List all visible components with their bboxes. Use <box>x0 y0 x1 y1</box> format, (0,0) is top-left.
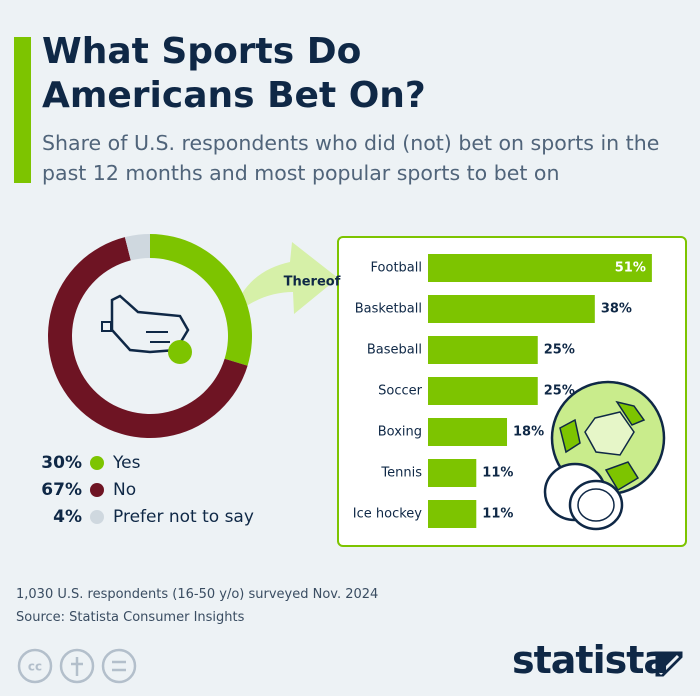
hand-icon <box>146 331 170 343</box>
hand-icon <box>110 294 190 354</box>
chip-icon <box>577 488 615 522</box>
donut-slice <box>150 234 252 366</box>
title: What Sports Do Americans Bet On? <box>42 31 426 116</box>
coin-icon <box>168 340 192 364</box>
cc-icon: cc <box>28 660 42 674</box>
category-label: Football <box>371 261 422 276</box>
legend-value: 67% <box>41 480 82 500</box>
bar <box>428 377 538 405</box>
legend-label: No <box>113 480 136 500</box>
category-label: Baseball <box>367 343 422 358</box>
bar <box>428 254 652 282</box>
value-label: 11% <box>482 466 513 481</box>
category-label: Tennis <box>380 466 422 481</box>
brand-logo <box>652 648 686 680</box>
note: 1,030 U.S. respondents (16-50 y/o) surve… <box>16 587 379 602</box>
bar <box>428 500 477 528</box>
bar <box>428 336 538 364</box>
donut-slice <box>124 234 150 261</box>
source: Source: Statista Consumer Insights <box>16 610 245 625</box>
legend-swatch <box>90 483 104 497</box>
bar <box>428 459 477 487</box>
legend-swatch <box>90 456 104 470</box>
annotation: Thereof <box>284 275 341 290</box>
ball-patch <box>584 411 635 456</box>
value-label: 51% <box>615 261 646 276</box>
legend-swatch <box>90 510 104 524</box>
bar <box>428 418 508 446</box>
category-label: Basketball <box>355 302 422 317</box>
legend-label: Yes <box>112 453 141 473</box>
arrow <box>232 242 338 318</box>
category-label: Ice hockey <box>353 507 423 522</box>
bar <box>428 295 595 323</box>
category-label: Soccer <box>378 384 422 399</box>
hand-icon <box>101 321 112 332</box>
value-label: 25% <box>544 343 575 358</box>
value-label: 11% <box>482 507 513 522</box>
subtitle: Share of U.S. respondents who did (not) … <box>42 131 660 185</box>
legend-value: 30% <box>41 453 82 473</box>
legend-label: Prefer not to say <box>113 507 254 527</box>
category-label: Boxing <box>378 425 422 440</box>
value-label: 25% <box>544 384 575 399</box>
legend-value: 4% <box>53 507 82 527</box>
value-label: 38% <box>601 302 632 317</box>
value-label: 18% <box>513 425 544 440</box>
brand: statista <box>512 638 669 682</box>
license-icons <box>17 648 137 684</box>
accent-bar <box>14 37 31 183</box>
ball-patch <box>559 400 646 492</box>
